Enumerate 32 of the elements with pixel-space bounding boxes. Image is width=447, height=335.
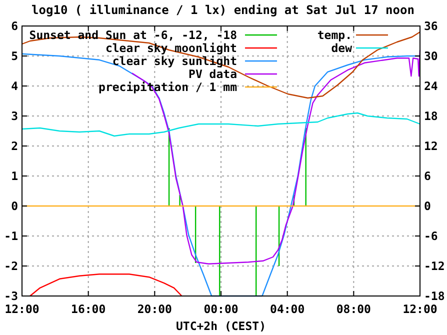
y2-tick-label: 6 (424, 169, 431, 183)
legend-label: dew (331, 41, 352, 55)
y-tick-label: 0 (11, 199, 18, 213)
legend-label: PV data (188, 67, 238, 81)
chart-title: log10 ( illuminance / 1 lx) ending at Sat Jul 17 noon (32, 3, 414, 17)
y-tick-label: 1 (11, 169, 18, 183)
x-tick-label: 04:00 (270, 302, 305, 316)
y-tick-label: -1 (4, 229, 18, 243)
x-tick-label: 00:00 (204, 302, 238, 316)
x-tick-label: 12:00 (4, 302, 40, 316)
y-tick-label: -2 (4, 259, 18, 273)
y2-tick-label: 18 (424, 109, 438, 123)
y-tick-label: 5 (11, 49, 18, 63)
y2-tick-label: -6 (424, 229, 438, 243)
y-tick-label: 2 (11, 139, 18, 153)
x-tick-label: 20:00 (137, 302, 172, 316)
y2-tick-label: 24 (424, 79, 438, 93)
y2-tick-label: -18 (424, 289, 445, 303)
y-tick-label: 4 (11, 79, 18, 93)
series-label: temp. (317, 28, 352, 42)
x-tick-label: 08:00 (336, 302, 372, 316)
y2-tick-label: 30 (424, 49, 438, 63)
y-tick-label: 3 (11, 109, 18, 123)
y-tick-label: -3 (4, 289, 18, 303)
y-tick-label: 6 (11, 19, 18, 33)
x-tick-label: 12:00 (402, 302, 438, 316)
y2-tick-label: 0 (424, 199, 431, 213)
y2-tick-label: 36 (424, 19, 438, 33)
y2-tick-label: 12 (424, 139, 438, 153)
x-tick-label: 16:00 (71, 302, 106, 316)
x-axis-title: UTC+2h (CEST) (176, 319, 266, 333)
y2-tick-label: -12 (424, 259, 445, 273)
